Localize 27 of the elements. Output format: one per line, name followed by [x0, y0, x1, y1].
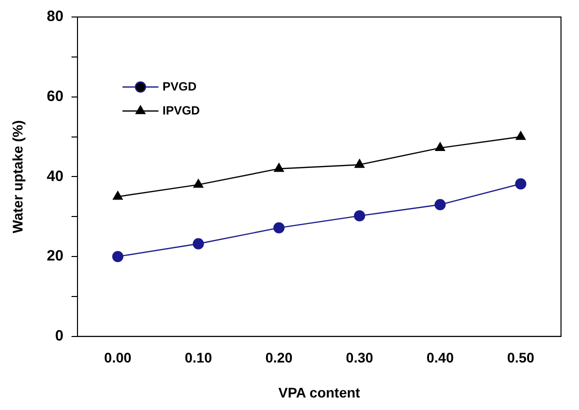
point	[274, 163, 284, 172]
point	[515, 178, 526, 190]
legend-label: PVGD	[162, 79, 197, 94]
x-tick-label: 0.40	[426, 350, 454, 366]
x-tick-label: 0.30	[346, 350, 374, 366]
y-tick-label: 80	[46, 8, 64, 26]
y-tick-label: 0	[55, 328, 64, 345]
y-tick-label: 60	[46, 88, 64, 105]
point	[193, 179, 204, 188]
x-axis-title: VPA content	[278, 384, 360, 400]
x-tick-label: 0.50	[507, 350, 535, 366]
y-tick-label: 40	[46, 168, 64, 185]
point	[435, 142, 446, 152]
y-axis-title: Water uptake (%)	[9, 120, 26, 234]
point	[273, 222, 285, 234]
point	[112, 250, 124, 262]
point	[354, 210, 366, 222]
point	[354, 159, 364, 168]
x-tick-label: 0.20	[265, 350, 293, 366]
legend-label: IPVGD	[162, 103, 200, 118]
point	[434, 199, 446, 210]
point	[516, 131, 526, 140]
x-tick-label: 0.00	[104, 350, 132, 366]
y-tick-label: 20	[46, 248, 64, 265]
point	[192, 238, 204, 250]
x-tick-label: 0.10	[184, 350, 212, 366]
point	[112, 191, 123, 200]
